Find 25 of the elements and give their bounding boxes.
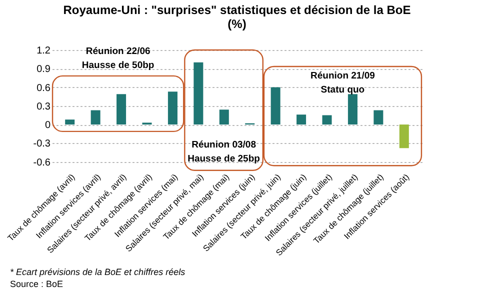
y-tick-label: 0.9 [36,64,51,76]
y-tick-label: 1.2 [36,46,51,56]
bar [90,110,100,125]
bar [374,110,384,125]
bar [194,62,204,125]
bar [322,115,332,125]
bar [65,120,75,125]
bar [168,92,178,125]
annotation: Réunion 21/09 Statu quo [310,70,375,96]
chart-title: Royaume-Uni : "surprises" statistiques et décision de la BoE (%) [63,3,411,31]
source-note: Source : BoE [10,279,64,289]
bar [399,124,409,148]
annotation: Réunion 22/06 Hausse de 50bp [82,46,154,71]
bar [116,94,126,125]
bar [270,87,280,125]
y-tick-label: -0.3 [33,138,51,150]
bar [296,114,306,125]
y-tick-label: 0.6 [36,82,51,94]
bar [219,110,229,125]
y-tick-label: 0 [44,120,51,132]
y-tick-label: -0.6 [33,157,51,168]
text: * Ecart prévisions de la BoE et chiffres réels [10,267,186,277]
bar [348,94,358,125]
annotation: Réunion 03/08 Hausse de 25bp [188,139,260,164]
y-tick-label: 0.3 [36,101,51,112]
